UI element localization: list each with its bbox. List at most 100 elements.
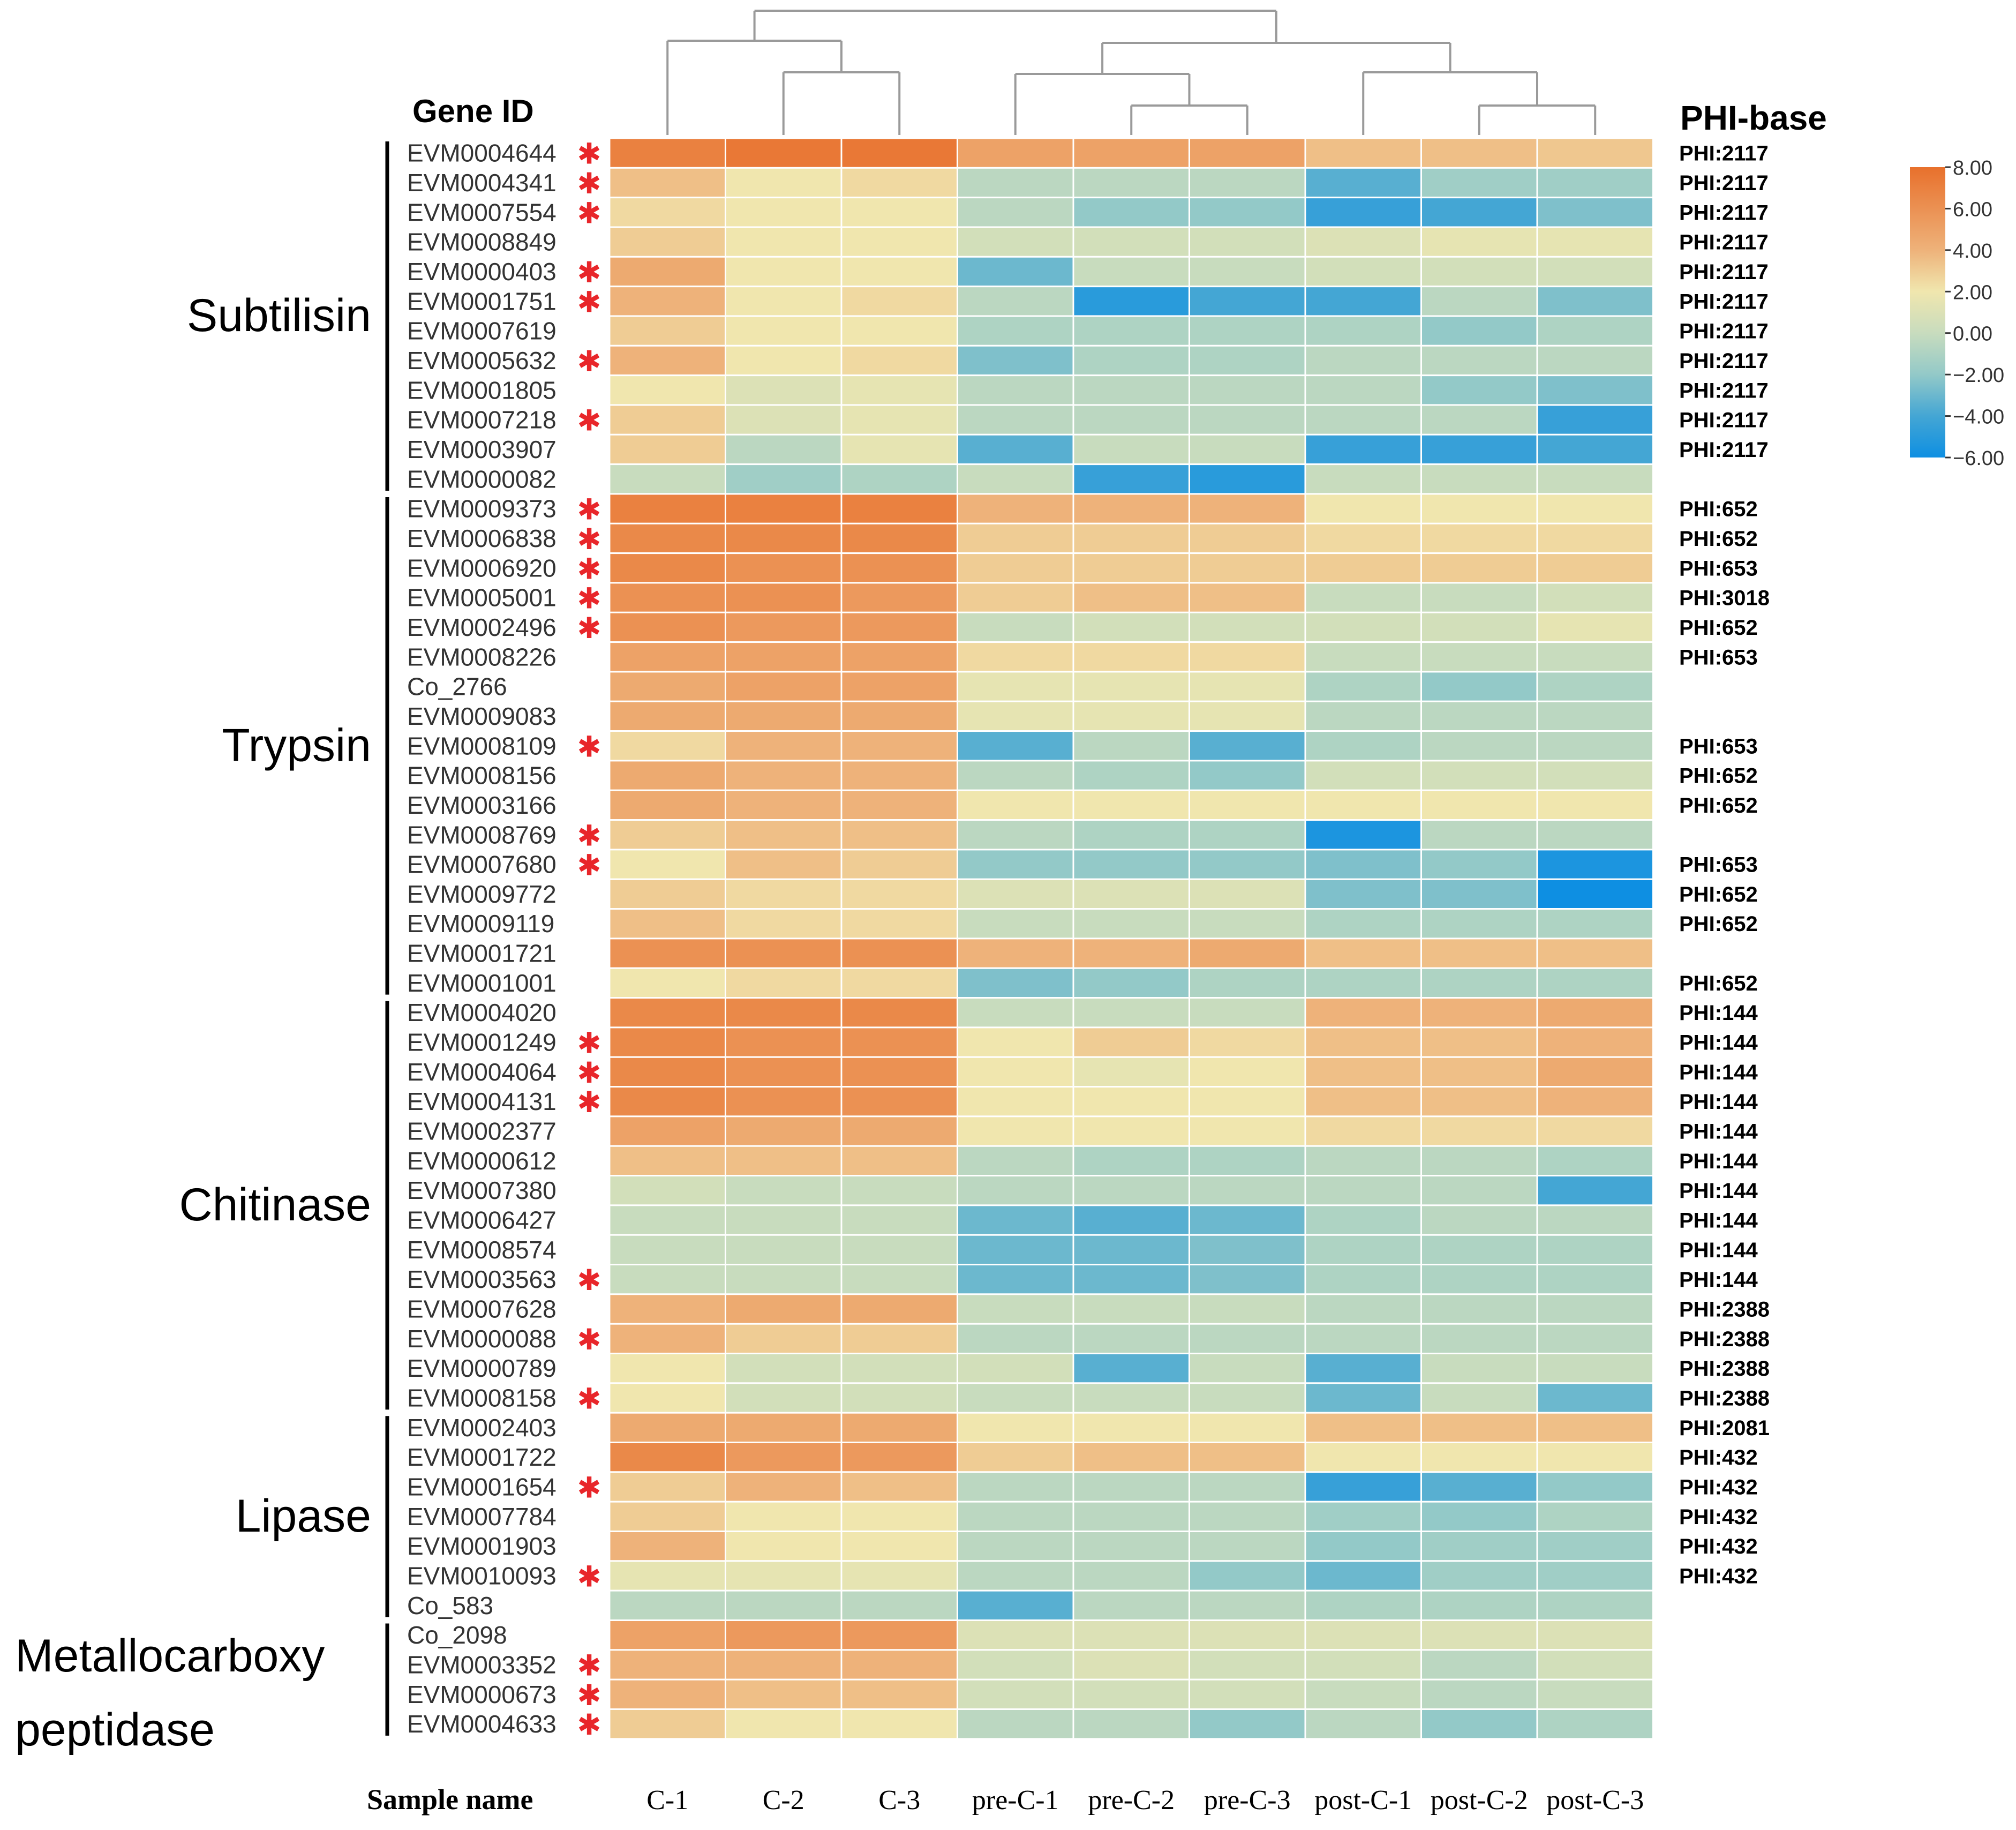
- heatmap-cell: [1072, 167, 1190, 199]
- heatmap-cell: [840, 1560, 958, 1592]
- heatmap-cell: [1420, 1204, 1538, 1236]
- heatmap-cell: [840, 1678, 958, 1710]
- gene-groups: Subtilisin Trypsin Chitinase Lipase Metalloc…: [15, 141, 389, 1756]
- heatmap-cell: [1188, 997, 1306, 1029]
- phi-base-label: PHI:652: [1679, 498, 1758, 521]
- heatmap-cell: [1072, 344, 1190, 377]
- heatmap-cell: [840, 760, 958, 791]
- gene-id-label: EVM0007628: [407, 1295, 556, 1323]
- heatmap-cell: [1188, 1442, 1306, 1473]
- heatmap-cell: [957, 1531, 1074, 1562]
- significance-marker: ✱: [577, 1472, 601, 1504]
- heatmap-cell: [608, 611, 726, 643]
- heatmap-cell: [1420, 700, 1538, 732]
- heatmap-cell: [957, 997, 1074, 1029]
- heatmap-cell: [1188, 1056, 1306, 1088]
- heatmap-cell: [1188, 700, 1306, 732]
- phi-base-label: PHI:2117: [1679, 142, 1769, 166]
- phi-base-label: PHI:653: [1679, 646, 1758, 669]
- significance-marker: ✱: [577, 850, 601, 882]
- significance-marker: ✱: [577, 197, 601, 229]
- heatmap-cell: [1188, 730, 1306, 762]
- heatmap-cell: [1304, 315, 1422, 347]
- heatmap-cell: [957, 167, 1074, 199]
- heatmap-cell: [957, 1145, 1074, 1177]
- heatmap-cell: [957, 1086, 1074, 1118]
- gene-id-label: EVM0007218: [407, 406, 556, 434]
- heatmap-cell: [957, 967, 1074, 999]
- significance-marker: ✱: [577, 168, 601, 200]
- sample-labels: C-1 C-2 C-3 pre-C-1 pre-C-2 pre-C-3 post-C-1 po…: [646, 1785, 1644, 1816]
- heatmap-cell: [1420, 1501, 1538, 1533]
- heatmap-cell: [1420, 938, 1538, 969]
- heatmap-cell: [1304, 197, 1422, 228]
- heatmap-cell: [725, 1086, 842, 1118]
- heatmap-cell: [1188, 849, 1306, 880]
- group-label: Lipase: [236, 1490, 371, 1542]
- heatmap-cell: [840, 1264, 958, 1295]
- phi-base-label: PHI:652: [1679, 764, 1758, 788]
- heatmap-cell: [1536, 878, 1654, 910]
- heatmap-cell: [1420, 433, 1538, 466]
- phi-base-label: PHI:652: [1679, 912, 1758, 936]
- sample-label: post-C-2: [1431, 1785, 1528, 1816]
- heatmap-cell: [840, 1056, 958, 1088]
- heatmap-cell: [1420, 137, 1538, 169]
- heatmap-cell: [1188, 1115, 1306, 1147]
- gene-id-label: EVM0002403: [407, 1414, 556, 1442]
- heatmap-cell: [608, 197, 726, 228]
- heatmap-cell: [957, 522, 1074, 554]
- heatmap-cell: [608, 522, 726, 554]
- gene-id-label: EVM0004131: [407, 1088, 556, 1115]
- heatmap-cell: [725, 908, 842, 940]
- heatmap-cell: [608, 1086, 726, 1118]
- heatmap-cell: [1536, 1323, 1654, 1355]
- heatmap-cell: [1304, 641, 1422, 673]
- heatmap-cell: [1188, 611, 1306, 643]
- heatmap-cell: [608, 1323, 726, 1355]
- heatmap-cell: [1536, 1501, 1654, 1533]
- heatmap-cell: [1304, 730, 1422, 762]
- phi-base-label: PHI:2081: [1679, 1416, 1770, 1440]
- heatmap-cell: [1072, 908, 1190, 940]
- heatmap-cell: [1188, 1204, 1306, 1236]
- heatmap-cell: [608, 137, 726, 169]
- heatmap-cell: [840, 1619, 958, 1651]
- heatmap-cell: [1420, 1115, 1538, 1147]
- group-label: Subtilisin: [187, 290, 371, 341]
- heatmap-cell: [725, 1353, 842, 1384]
- significance-marker: ✱: [577, 731, 601, 763]
- heatmap-cell: [1536, 789, 1654, 821]
- significance-marker: ✱: [577, 1264, 601, 1296]
- phi-base-label: PHI:144: [1679, 1061, 1758, 1084]
- heatmap-cell: [840, 849, 958, 880]
- sample-name-label: Sample name: [367, 1783, 533, 1816]
- heatmap-cell: [1188, 1353, 1306, 1384]
- sample-label: pre-C-2: [1088, 1785, 1175, 1816]
- heatmap-cell: [1072, 1234, 1190, 1266]
- heatmap-cell: [1188, 315, 1306, 347]
- heatmap-cell: [840, 522, 958, 554]
- heatmap-cell: [840, 463, 958, 495]
- phi-base-label: PHI:2388: [1679, 1387, 1770, 1411]
- heatmap-cell: [1420, 819, 1538, 851]
- gene-id-label: EVM0006920: [407, 554, 556, 582]
- heatmap-cell: [725, 582, 842, 613]
- phi-base-label: PHI:2117: [1679, 290, 1769, 313]
- heatmap-cell: [725, 344, 842, 377]
- heatmap-cell: [1304, 463, 1422, 495]
- gene-id-label: EVM0002496: [407, 613, 556, 641]
- significance-marker: ✱: [577, 553, 601, 585]
- heatmap-cell: [957, 730, 1074, 762]
- heatmap-cell: [957, 1560, 1074, 1592]
- heatmap-cell: [725, 1293, 842, 1325]
- significance-marker: ✱: [577, 583, 601, 615]
- heatmap-cell: [1420, 1353, 1538, 1384]
- heatmap-cell: [725, 1115, 842, 1147]
- significance-marker: ✱: [577, 1679, 601, 1712]
- heatmap-cell: [1304, 1412, 1422, 1444]
- gene-id-label: EVM0007554: [407, 198, 556, 226]
- gene-id-label: EVM0008769: [407, 821, 556, 849]
- gene-id-label: Co_2766: [407, 673, 507, 701]
- phi-base-label: PHI:2388: [1679, 1298, 1770, 1322]
